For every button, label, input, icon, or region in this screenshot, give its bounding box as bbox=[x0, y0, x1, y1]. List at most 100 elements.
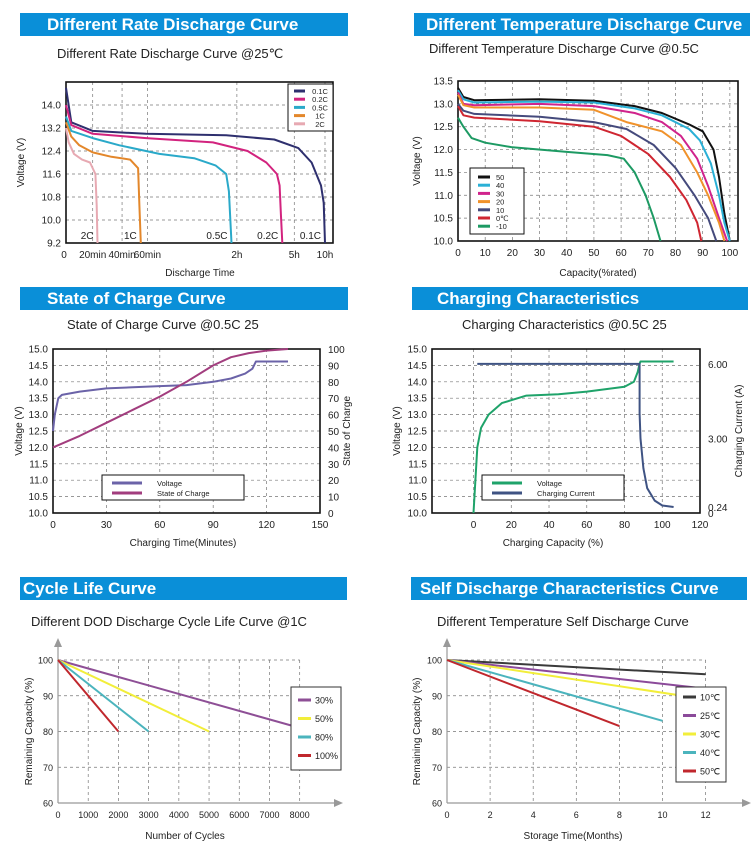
banner-charging-characteristics: Charging Characteristics bbox=[412, 287, 748, 310]
x-tick-label: 60 bbox=[154, 520, 166, 531]
y-tick-label: 13.0 bbox=[434, 99, 454, 110]
series-line-10 bbox=[457, 117, 662, 242]
x-tick-label: 20min bbox=[79, 250, 106, 261]
y-tick-label: 11.5 bbox=[29, 459, 48, 470]
y-tick-label: 14.5 bbox=[29, 361, 49, 372]
chart-rate-discharge: 9.2 10.0 10.8 11.6 12.4 13.2 14.0 0 20min 40min60… bbox=[16, 81, 334, 279]
y-tick-label: 12.5 bbox=[408, 427, 428, 438]
y-tick-label: 11.5 bbox=[434, 168, 453, 179]
y2-tick-label: 50 bbox=[328, 427, 340, 438]
legend-label: 50% bbox=[315, 714, 333, 724]
legend-label: State of Charge bbox=[157, 489, 210, 498]
y2-tick-label: 0.24 bbox=[708, 503, 728, 514]
y2-tick-label: 30 bbox=[328, 460, 340, 471]
legend-label: 40℃ bbox=[700, 748, 720, 758]
y-tick-label: 10.5 bbox=[408, 492, 428, 503]
y-tick-label: 12.4 bbox=[42, 147, 62, 158]
x-tick-label: 60 bbox=[581, 520, 593, 531]
x-axis-label: Capacity(%rated) bbox=[559, 268, 636, 279]
x-tick-label: 30 bbox=[534, 248, 546, 259]
legend-label: 20 bbox=[496, 198, 504, 207]
y2-tick-label: 90 bbox=[328, 361, 340, 372]
x-tick-label: 2h bbox=[231, 250, 242, 261]
y-axis-label: Voltage (V) bbox=[392, 406, 403, 455]
series-line-50 bbox=[57, 659, 210, 733]
x-tick-label: 10 bbox=[480, 248, 492, 259]
x-tick-label: 90 bbox=[697, 248, 709, 259]
x-tick-label: 2000 bbox=[108, 810, 128, 820]
legend-label: Charging Current bbox=[537, 489, 595, 498]
y-axis-label: Voltage (V) bbox=[16, 138, 27, 187]
y-axis-label: Remaining Capacity (%) bbox=[412, 678, 423, 786]
x-tick-label: 20 bbox=[507, 248, 519, 259]
x-axis-label: Charging Time(Minutes) bbox=[130, 538, 237, 549]
y-tick-label: 13.0 bbox=[29, 410, 49, 421]
x-tick-label: 150 bbox=[312, 520, 329, 531]
legend-label: 1C bbox=[315, 112, 325, 121]
series-line-50 bbox=[446, 659, 620, 728]
x-axis-arrow-icon bbox=[334, 799, 343, 807]
x-tick-label: 7000 bbox=[259, 810, 279, 820]
legend-label: 2C bbox=[315, 120, 325, 129]
legend-label: Voltage bbox=[157, 479, 182, 488]
y-tick-label: 9.2 bbox=[47, 239, 61, 250]
x-tick-label: 0 bbox=[471, 520, 477, 531]
x-tick-label: 80 bbox=[619, 520, 631, 531]
x-tick-label: 4000 bbox=[169, 810, 189, 820]
subtitle-self-discharge: Different Temperature Self Discharge Cur… bbox=[437, 614, 689, 629]
chart-charging-characteristics: 10.0 10.5 11.0 11.5 12.0 12.5 13.0 13.5 14.0 14.5… bbox=[392, 345, 745, 550]
x-tick-label: 0 bbox=[50, 520, 56, 531]
y-axis-label: Voltage (V) bbox=[412, 136, 423, 185]
legend-label: 10 bbox=[496, 206, 504, 215]
legend-label: 0℃ bbox=[496, 214, 509, 223]
y2-tick-label: 20 bbox=[328, 476, 340, 487]
y-tick-label: 13.5 bbox=[29, 394, 49, 405]
y2-tick-label: 10 bbox=[328, 493, 340, 504]
series-line-100 bbox=[57, 659, 120, 733]
y-tick-label: 80 bbox=[432, 727, 442, 737]
y2-tick-label: 70 bbox=[328, 394, 340, 405]
y-tick-label: 12.5 bbox=[29, 427, 49, 438]
x-tick-label: 6000 bbox=[229, 810, 249, 820]
series-line-1C bbox=[65, 121, 142, 244]
x-tick-label: 8 bbox=[617, 810, 622, 820]
x-tick-label: 20 bbox=[506, 520, 518, 531]
x-tick-label: 50 bbox=[588, 248, 600, 259]
x-tick-label: 0 bbox=[61, 250, 67, 261]
y-tick-label: 60 bbox=[43, 799, 53, 809]
subtitle-charging-characteristics: Charging Characteristics @0.5C 25 bbox=[462, 317, 667, 332]
legend-label: 10℃ bbox=[700, 693, 720, 703]
series-line-30 bbox=[457, 91, 729, 242]
legend-label: 50 bbox=[496, 173, 504, 182]
x-tick-label: 70 bbox=[643, 248, 655, 259]
y-axis-arrow-icon bbox=[54, 638, 62, 647]
y2-tick-label: 3.00 bbox=[708, 434, 728, 445]
legend-label: 30 bbox=[496, 189, 504, 198]
x-tick-label: 4 bbox=[531, 810, 536, 820]
y-tick-label: 10.8 bbox=[42, 193, 62, 204]
series-line-2C bbox=[65, 127, 99, 244]
legend-label: 0.5C bbox=[312, 103, 328, 112]
series-line-30 bbox=[446, 659, 706, 701]
y-tick-label: 14.0 bbox=[42, 101, 62, 112]
series-line-ChargingCurrent bbox=[477, 362, 674, 508]
legend-label: 30% bbox=[315, 696, 333, 706]
chart-state-of-charge: 10.0 10.5 11.0 11.5 12.0 12.5 13.0 13.5 14.0 14.5… bbox=[14, 345, 353, 550]
legend-box bbox=[101, 474, 245, 501]
legend-label: 40 bbox=[496, 181, 504, 190]
banner-self-discharge: Self Discharge Characteristics Curve bbox=[411, 577, 747, 600]
legend-box bbox=[481, 474, 625, 501]
x-tick-label: 90 bbox=[208, 520, 220, 531]
series-line-25 bbox=[446, 659, 706, 690]
series-end-label: 0.5C bbox=[206, 231, 227, 242]
y-tick-label: 80 bbox=[43, 727, 53, 737]
y-tick-label: 14.0 bbox=[29, 377, 49, 388]
x-tick-label: 100 bbox=[722, 248, 739, 259]
x-tick-label: 40min bbox=[108, 250, 135, 261]
x-tick-label: 6 bbox=[574, 810, 579, 820]
x-tick-label: 30 bbox=[101, 520, 113, 531]
x-tick-label: 120 bbox=[258, 520, 275, 531]
y-tick-label: 10.0 bbox=[42, 216, 62, 227]
y2-tick-label: 100 bbox=[328, 345, 345, 356]
y-axis-arrow-icon bbox=[443, 638, 451, 647]
